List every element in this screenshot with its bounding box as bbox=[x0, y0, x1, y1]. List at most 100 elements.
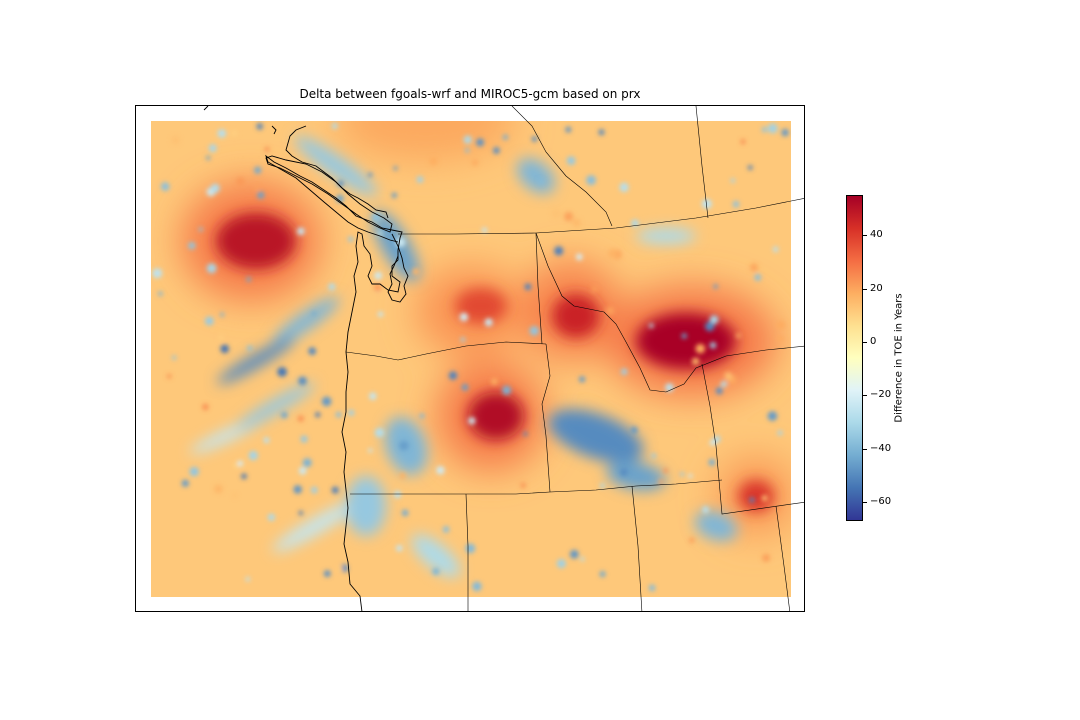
speckle bbox=[429, 157, 438, 166]
warm-cores bbox=[216, 213, 774, 512]
colorbar-tick-label: −20 bbox=[870, 389, 892, 401]
speckle bbox=[298, 467, 307, 475]
speckle bbox=[708, 459, 716, 466]
speckle bbox=[551, 209, 561, 219]
speckle bbox=[331, 123, 338, 129]
cool-anomaly bbox=[516, 158, 556, 194]
speckle bbox=[720, 381, 727, 388]
speckle bbox=[399, 472, 406, 480]
map-panel bbox=[135, 105, 805, 612]
speckle bbox=[554, 246, 564, 256]
colorbar-tick bbox=[863, 235, 867, 237]
warm-core bbox=[455, 288, 507, 324]
speckle bbox=[368, 172, 373, 177]
speckle bbox=[730, 178, 736, 183]
cool-anomaly bbox=[294, 136, 378, 196]
speckle bbox=[777, 430, 783, 436]
border-or-nv-ca bbox=[350, 491, 551, 495]
speckle bbox=[237, 460, 244, 467]
speckle bbox=[393, 490, 402, 499]
speckle bbox=[293, 485, 302, 494]
cool-anomaly bbox=[272, 500, 360, 552]
speckle bbox=[460, 337, 466, 342]
speckle bbox=[396, 545, 403, 552]
speckle bbox=[236, 177, 245, 186]
coastline-sound bbox=[387, 233, 409, 303]
speckle bbox=[680, 472, 685, 477]
speckle bbox=[754, 274, 762, 281]
speckle bbox=[300, 435, 308, 443]
border-bc-ab bbox=[511, 106, 613, 227]
border-id-mt bbox=[535, 232, 804, 393]
speckle bbox=[732, 201, 740, 208]
border-canada-us bbox=[398, 198, 804, 235]
colorbar-tick bbox=[863, 395, 867, 397]
speckle bbox=[298, 510, 303, 516]
speckle bbox=[311, 311, 316, 316]
colorbar-tick-label: −60 bbox=[870, 496, 892, 508]
speckle bbox=[502, 134, 508, 140]
speckle bbox=[556, 559, 566, 569]
speckle bbox=[267, 513, 275, 521]
speckle bbox=[331, 486, 339, 494]
speckle bbox=[481, 227, 488, 233]
speckle bbox=[172, 355, 177, 360]
border-wy-co bbox=[775, 505, 791, 611]
speckle bbox=[374, 271, 383, 280]
border-id-nv-ut bbox=[549, 479, 723, 493]
speckle bbox=[323, 570, 331, 577]
speckle bbox=[476, 138, 485, 147]
colorbar-label: Difference in TOE in Years bbox=[893, 293, 905, 423]
speckle bbox=[232, 493, 237, 498]
warm-core bbox=[636, 313, 736, 369]
speckle bbox=[189, 466, 199, 477]
speckle bbox=[198, 227, 203, 232]
speckle bbox=[399, 440, 409, 451]
speckle bbox=[374, 428, 385, 438]
speckle bbox=[747, 165, 753, 170]
speckle bbox=[713, 284, 718, 289]
coastline-island bbox=[265, 155, 393, 233]
speckle bbox=[776, 320, 786, 330]
speckle bbox=[231, 129, 238, 137]
colorbar-tick bbox=[863, 288, 867, 290]
speckle bbox=[607, 248, 618, 259]
speckle bbox=[689, 537, 695, 543]
speckle bbox=[465, 148, 470, 153]
speckle bbox=[520, 482, 526, 488]
cool-anomaly bbox=[236, 382, 316, 430]
speckle bbox=[701, 198, 712, 209]
speckle bbox=[246, 277, 251, 282]
colorbar-tick-label: −40 bbox=[870, 442, 892, 454]
speckle bbox=[702, 506, 709, 514]
speckle bbox=[220, 344, 229, 354]
speckle bbox=[471, 159, 479, 166]
speckle bbox=[761, 126, 768, 133]
colorbar bbox=[846, 195, 863, 521]
border-ca-nv bbox=[465, 493, 469, 611]
speckle bbox=[529, 326, 539, 336]
speckle bbox=[621, 368, 628, 375]
speckle bbox=[210, 183, 220, 193]
cool-anomaly bbox=[548, 409, 644, 463]
state-boundaries bbox=[345, 106, 804, 611]
map-svg bbox=[151, 106, 804, 611]
speckle bbox=[395, 237, 406, 248]
speckle bbox=[709, 342, 717, 349]
speckle bbox=[311, 486, 318, 494]
speckle bbox=[651, 453, 657, 459]
figure-title: Delta between fgoals-wrf and MIROC5-gcm … bbox=[299, 87, 641, 101]
speckle bbox=[298, 376, 307, 386]
speckle bbox=[160, 182, 170, 191]
border-id-wy bbox=[701, 363, 804, 515]
speckle bbox=[442, 526, 450, 533]
warm-core bbox=[216, 213, 296, 269]
speckle bbox=[523, 432, 528, 436]
speckle bbox=[302, 458, 312, 468]
speckle bbox=[158, 291, 163, 296]
speckle bbox=[206, 155, 211, 160]
speckle bbox=[762, 554, 770, 562]
speckle bbox=[371, 212, 382, 222]
speckle bbox=[600, 483, 605, 489]
speckle bbox=[432, 567, 440, 576]
